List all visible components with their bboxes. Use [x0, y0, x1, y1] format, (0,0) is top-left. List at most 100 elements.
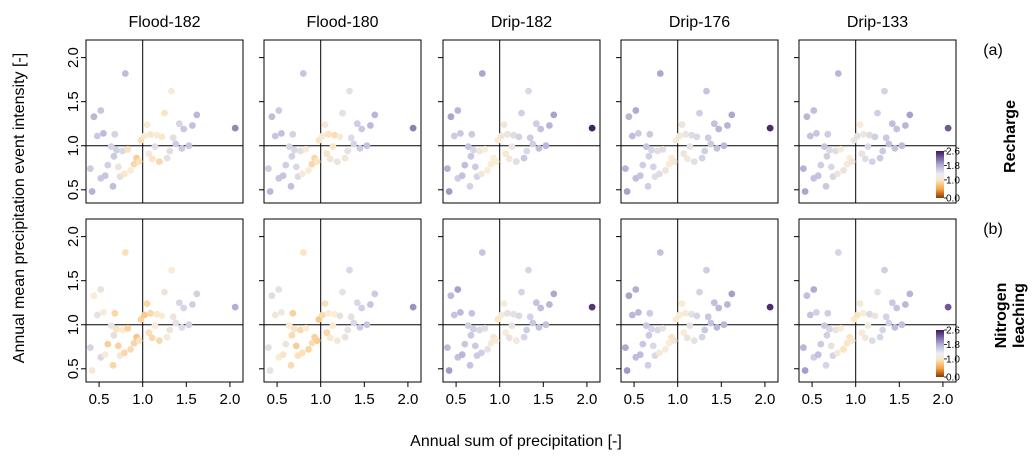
data-point: [644, 361, 652, 369]
data-point: [100, 309, 107, 316]
data-point: [832, 147, 839, 155]
data-point: [801, 367, 809, 374]
data-point: [287, 182, 295, 190]
data-point: [155, 337, 163, 344]
data-point: [464, 143, 472, 151]
x-tick-label: 2.0: [576, 391, 597, 408]
data-point: [801, 188, 809, 195]
data-point: [625, 113, 633, 121]
data-point: [358, 304, 366, 312]
data-point: [350, 140, 358, 148]
y-tick-label: 1.5: [65, 91, 82, 112]
data-point: [466, 361, 474, 369]
data-point: [97, 286, 105, 293]
data-point: [339, 288, 346, 296]
data-point: [505, 155, 513, 163]
data-point: [724, 301, 731, 308]
data-point: [820, 143, 828, 151]
data-point: [478, 70, 486, 77]
data-point: [823, 331, 831, 339]
data-point: [468, 309, 476, 317]
data-point: [124, 145, 132, 153]
scatter-panel: [85, 39, 244, 204]
x-tick-label: 1.5: [711, 391, 732, 408]
data-point: [467, 152, 475, 160]
data-point: [104, 340, 112, 348]
data-point: [874, 109, 881, 117]
data-point: [308, 339, 316, 347]
data-point: [906, 111, 914, 119]
data-point: [728, 290, 736, 298]
data-point: [299, 70, 307, 77]
data-point: [683, 155, 691, 163]
data-point: [319, 311, 326, 319]
row-title: Nitrogen leaching: [993, 283, 1028, 349]
data-point: [515, 133, 523, 141]
data-point: [135, 337, 143, 344]
x-tick-label: 1.0: [310, 391, 331, 408]
data-point: [172, 319, 180, 327]
colorbar-tick-label: 1.8: [946, 161, 960, 172]
scatter-panel: [620, 39, 779, 204]
data-point: [656, 349, 663, 357]
data-point: [141, 132, 148, 140]
panel-grid: [85, 39, 957, 383]
data-point: [715, 125, 723, 133]
data-point: [639, 340, 647, 348]
data-point: [879, 147, 887, 155]
data-point: [728, 111, 736, 119]
data-point: [350, 319, 358, 327]
x-tick-label: 1.0: [132, 391, 153, 408]
data-point: [153, 310, 161, 318]
data-point: [178, 324, 186, 331]
data-point: [297, 147, 304, 155]
data-point: [546, 301, 553, 308]
data-point: [704, 134, 712, 142]
data-point: [881, 87, 888, 95]
colorbar: [936, 330, 944, 377]
data-point: [305, 346, 312, 353]
data-point: [299, 349, 306, 357]
data-point: [481, 324, 489, 332]
data-point: [189, 122, 196, 129]
data-point: [879, 326, 887, 334]
data-point: [508, 322, 516, 329]
data-point: [512, 158, 520, 166]
data-point: [285, 143, 293, 151]
data-point: [628, 311, 636, 319]
data-point: [347, 134, 355, 142]
data-point: [302, 324, 310, 332]
data-point: [645, 331, 653, 339]
data-point: [814, 172, 822, 180]
data-point: [542, 321, 550, 329]
data-point: [837, 145, 845, 153]
data-point: [326, 334, 334, 342]
panel-frame: [620, 218, 779, 383]
data-point: [623, 188, 631, 195]
data-point: [313, 337, 321, 344]
data-point: [313, 158, 321, 166]
data-point: [823, 152, 831, 160]
data-point: [158, 312, 166, 320]
data-point: [282, 161, 290, 169]
data-point: [163, 333, 171, 341]
data-point: [645, 152, 653, 160]
data-point: [824, 130, 832, 138]
x-tick-label: 0.5: [446, 391, 467, 408]
y-tick-label: 1.0: [65, 135, 82, 156]
x-tick-label: 1.0: [667, 391, 688, 408]
data-point: [90, 292, 98, 300]
data-point: [279, 351, 287, 359]
data-point: [676, 132, 683, 140]
data-point: [858, 150, 866, 158]
panel-frame: [798, 39, 957, 204]
data-point: [346, 87, 353, 95]
scatter-panel: [442, 218, 601, 383]
data-point: [88, 188, 96, 195]
data-point: [893, 304, 901, 312]
data-point: [670, 337, 678, 344]
data-point: [478, 349, 485, 357]
column-title: Drip-133: [847, 14, 908, 31]
data-point: [856, 300, 864, 307]
